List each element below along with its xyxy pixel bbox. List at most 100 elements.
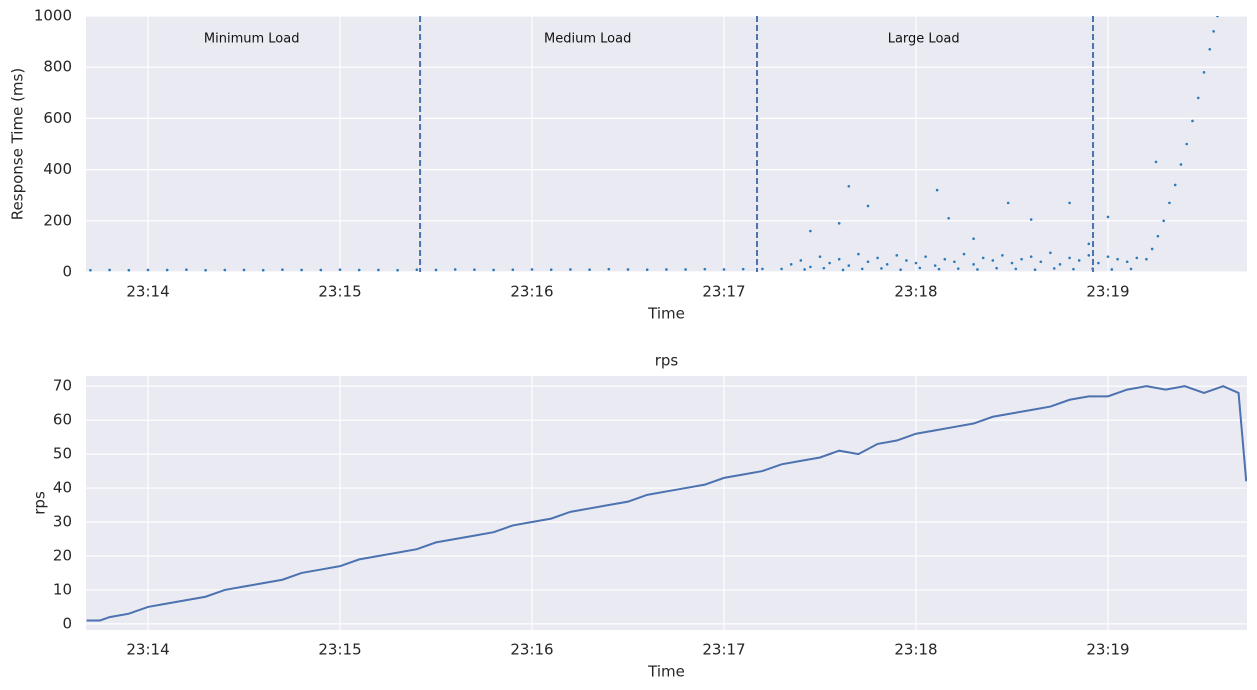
scatter-point bbox=[1191, 119, 1194, 123]
scatter-point bbox=[492, 268, 495, 272]
scatter-point bbox=[185, 268, 188, 271]
scatter-point bbox=[261, 268, 265, 272]
scatter-point bbox=[933, 264, 937, 267]
scatter-point bbox=[223, 268, 227, 272]
x-tick-label: 23:17 bbox=[702, 641, 745, 659]
scatter-point bbox=[860, 267, 864, 271]
scatter-point bbox=[396, 268, 399, 272]
scatter-point bbox=[319, 268, 323, 272]
y-tick-label: 30 bbox=[53, 513, 72, 531]
scatter-point bbox=[809, 229, 812, 233]
scatter-point bbox=[818, 255, 822, 258]
scatter-point bbox=[789, 263, 793, 266]
scatter-point bbox=[146, 268, 150, 272]
scatter-point bbox=[918, 266, 922, 270]
scatter-point bbox=[204, 268, 207, 272]
scatter-point bbox=[899, 268, 902, 271]
scatter-point bbox=[876, 256, 879, 260]
plot-background bbox=[86, 16, 1247, 272]
scatter-point bbox=[935, 188, 939, 192]
x-tick-label: 23:14 bbox=[126, 283, 169, 301]
x-tick-label: 23:19 bbox=[1086, 283, 1129, 301]
scatter-point bbox=[880, 267, 883, 270]
scatter-point bbox=[1116, 257, 1119, 261]
x-tick-label: 23:14 bbox=[126, 641, 169, 659]
scatter-point bbox=[837, 222, 841, 225]
scatter-point bbox=[799, 259, 803, 262]
scatter-point bbox=[847, 264, 851, 267]
scatter-point bbox=[895, 254, 899, 257]
scatter-point bbox=[165, 268, 169, 272]
scatter-point bbox=[1129, 267, 1133, 271]
scatter-point bbox=[1033, 268, 1037, 271]
scatter-point bbox=[377, 268, 380, 272]
scatter-point bbox=[1185, 142, 1189, 146]
scatter-point bbox=[684, 268, 687, 271]
scatter-point bbox=[803, 268, 806, 271]
x-tick-label: 23:15 bbox=[318, 641, 361, 659]
scatter-point bbox=[1173, 183, 1177, 187]
x-tick-label: 23:18 bbox=[894, 641, 937, 659]
scatter-point bbox=[841, 268, 845, 272]
plot-area bbox=[89, 16, 1219, 272]
scatter-point bbox=[947, 216, 950, 220]
x-tick-label: 23:19 bbox=[1086, 641, 1129, 659]
scatter-point bbox=[1162, 219, 1165, 223]
scatter-point bbox=[905, 259, 908, 262]
scatter-point bbox=[1168, 201, 1171, 205]
scatter-point bbox=[1010, 261, 1014, 265]
plot-area bbox=[86, 385, 1247, 622]
scatter-point bbox=[588, 268, 591, 271]
scatter-point bbox=[1049, 251, 1052, 255]
scatter-point bbox=[1156, 234, 1160, 238]
y-tick-label: 600 bbox=[43, 109, 72, 127]
scatter-point bbox=[722, 268, 726, 271]
scatter-point bbox=[569, 268, 572, 271]
x-tick-label: 23:18 bbox=[894, 283, 937, 301]
y-tick-label: 1000 bbox=[34, 7, 72, 25]
scatter-point bbox=[847, 184, 851, 188]
scatter-point bbox=[415, 268, 419, 271]
scatter-point bbox=[281, 268, 284, 271]
y-tick-label: 20 bbox=[53, 546, 72, 564]
y-tick-label: 200 bbox=[43, 211, 72, 229]
scatter-point bbox=[780, 267, 783, 271]
scatter-point bbox=[338, 268, 342, 271]
scatter-point bbox=[1020, 257, 1023, 261]
scatter-point bbox=[127, 268, 131, 272]
y-tick-label: 50 bbox=[53, 445, 72, 463]
scatter-point bbox=[956, 267, 960, 270]
scatter-point bbox=[1196, 96, 1200, 100]
scatter-point bbox=[1179, 163, 1183, 166]
scatter-point bbox=[703, 267, 707, 271]
scatter-point bbox=[837, 257, 841, 261]
scatter-point bbox=[1087, 254, 1091, 257]
y-tick-label: 40 bbox=[53, 479, 72, 497]
scatter-point bbox=[976, 268, 979, 271]
x-axis-label: Time bbox=[647, 305, 685, 323]
scatter-point bbox=[1106, 255, 1110, 258]
scatter-point bbox=[1216, 16, 1219, 18]
scatter-point bbox=[607, 267, 611, 271]
scatter-point bbox=[108, 268, 111, 272]
scatter-point bbox=[953, 260, 956, 264]
x-tick-label: 23:17 bbox=[702, 283, 745, 301]
y-tick-label: 0 bbox=[62, 614, 72, 632]
scatter-point bbox=[1029, 255, 1033, 258]
scatter-point bbox=[1029, 218, 1033, 221]
x-tick-label: 23:16 bbox=[510, 641, 553, 659]
scatter-point bbox=[866, 260, 870, 264]
scatter-point bbox=[1150, 247, 1154, 251]
scatter-point bbox=[1039, 260, 1043, 264]
line bbox=[86, 385, 1247, 622]
scatter-point bbox=[981, 256, 985, 260]
scatter-point bbox=[89, 268, 92, 272]
scatter-point bbox=[1202, 71, 1206, 74]
scatter-point bbox=[828, 261, 831, 265]
scatter-point bbox=[741, 267, 745, 271]
scatter-point bbox=[1212, 30, 1215, 33]
annotation: Medium Load bbox=[544, 32, 631, 47]
scatter-point bbox=[1208, 47, 1212, 51]
scatter-point bbox=[1014, 267, 1018, 271]
scatter-point bbox=[1097, 261, 1100, 265]
